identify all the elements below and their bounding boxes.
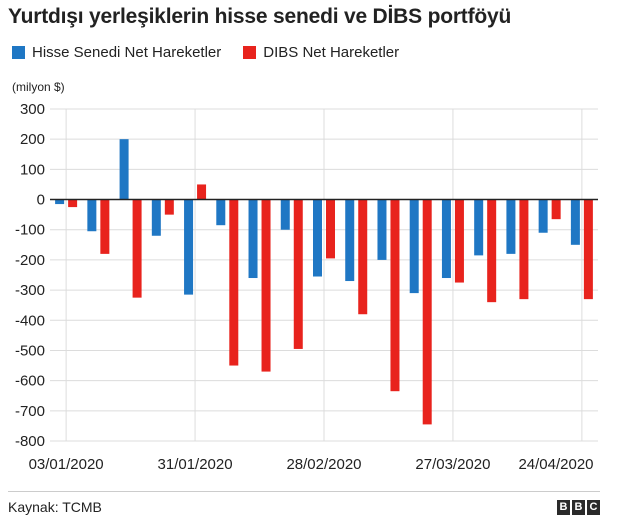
bar-bonds bbox=[132, 199, 142, 298]
y-tick-label: -600 bbox=[15, 373, 45, 390]
bar-equity bbox=[184, 199, 194, 295]
bar-bonds bbox=[551, 199, 561, 220]
bar-bonds bbox=[261, 199, 271, 372]
legend-swatch-equity bbox=[12, 46, 25, 59]
bar-equity bbox=[151, 199, 161, 236]
bar-bonds bbox=[68, 199, 78, 208]
footer-divider bbox=[8, 491, 600, 492]
bar-equity bbox=[55, 199, 65, 205]
source-note: Kaynak: TCMB bbox=[8, 499, 102, 515]
y-tick-label: 300 bbox=[20, 101, 45, 118]
logo-letter: B bbox=[572, 500, 585, 515]
y-tick-label: -100 bbox=[15, 222, 45, 239]
bar-bonds bbox=[583, 199, 593, 300]
bar-bonds bbox=[326, 199, 335, 259]
unit-label: (milyon $) bbox=[12, 80, 65, 94]
bar-equity bbox=[538, 199, 548, 233]
chart-title: Yurtdışı yerleşiklerin hisse senedi ve D… bbox=[8, 5, 512, 28]
y-tick-label: -200 bbox=[15, 252, 45, 269]
bar-equity bbox=[280, 199, 290, 230]
bar-equity bbox=[570, 199, 580, 245]
bar-equity bbox=[248, 199, 258, 279]
y-tick-label: -800 bbox=[15, 433, 45, 450]
legend-item-equity: Hisse Senedi Net Hareketler bbox=[12, 44, 221, 61]
x-tick-label: 24/04/2020 bbox=[518, 456, 593, 473]
bar-bonds bbox=[293, 199, 303, 349]
x-tick-label: 28/02/2020 bbox=[286, 456, 361, 473]
bar-bonds bbox=[422, 199, 432, 425]
bar-equity bbox=[377, 199, 387, 260]
y-tick-label: 200 bbox=[20, 131, 45, 148]
bar-equity bbox=[87, 199, 97, 232]
legend-item-bonds: DIBS Net Hareketler bbox=[243, 44, 399, 61]
bar-equity bbox=[506, 199, 516, 254]
x-tick-label: 31/01/2020 bbox=[158, 456, 233, 473]
bar-bonds bbox=[229, 199, 239, 366]
bar-equity bbox=[345, 199, 355, 282]
y-tick-label: -300 bbox=[15, 282, 45, 299]
logo-letter: C bbox=[587, 500, 600, 515]
bar-equity bbox=[119, 139, 129, 200]
bbc-logo: B B C bbox=[555, 500, 600, 515]
bar-equity bbox=[474, 199, 484, 256]
x-tick-label: 03/01/2020 bbox=[29, 456, 104, 473]
legend-label-bonds: DIBS Net Hareketler bbox=[263, 44, 400, 61]
legend-label-equity: Hisse Senedi Net Hareketler bbox=[32, 44, 222, 61]
bar-bonds bbox=[197, 184, 207, 200]
bar-bonds bbox=[519, 199, 529, 300]
bar-bonds bbox=[390, 199, 400, 392]
y-tick-label: 0 bbox=[37, 192, 45, 209]
bar-equity bbox=[409, 199, 419, 294]
bar-bonds bbox=[454, 199, 464, 283]
x-tick-label: 27/03/2020 bbox=[415, 456, 490, 473]
bar-bonds bbox=[164, 199, 174, 215]
bar-bonds bbox=[358, 199, 368, 315]
y-tick-label: -400 bbox=[15, 312, 45, 329]
bar-bonds bbox=[100, 199, 110, 254]
y-tick-label: -500 bbox=[15, 342, 45, 359]
y-tick-label: -700 bbox=[15, 403, 45, 420]
bar-equity bbox=[216, 199, 226, 226]
bar-equity bbox=[441, 199, 451, 279]
bar-bonds bbox=[487, 199, 497, 303]
logo-letter: B bbox=[557, 500, 570, 515]
bar-equity bbox=[313, 199, 322, 277]
legend: Hisse Senedi Net Hareketler DIBS Net Har… bbox=[12, 44, 421, 61]
y-tick-label: 100 bbox=[20, 161, 45, 178]
legend-swatch-bonds bbox=[243, 46, 257, 59]
